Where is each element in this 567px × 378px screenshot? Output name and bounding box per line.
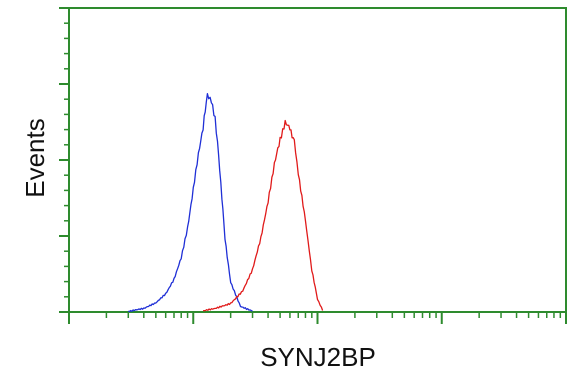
plot-border <box>68 7 567 313</box>
series-group <box>128 93 324 313</box>
series-1-line <box>128 93 253 313</box>
plot-frame <box>68 7 567 313</box>
x-axis-label: SYNJ2BP <box>260 342 376 372</box>
series-2-line <box>203 119 324 312</box>
axis-ticks <box>59 7 567 324</box>
y-axis-label: Events <box>20 118 50 198</box>
